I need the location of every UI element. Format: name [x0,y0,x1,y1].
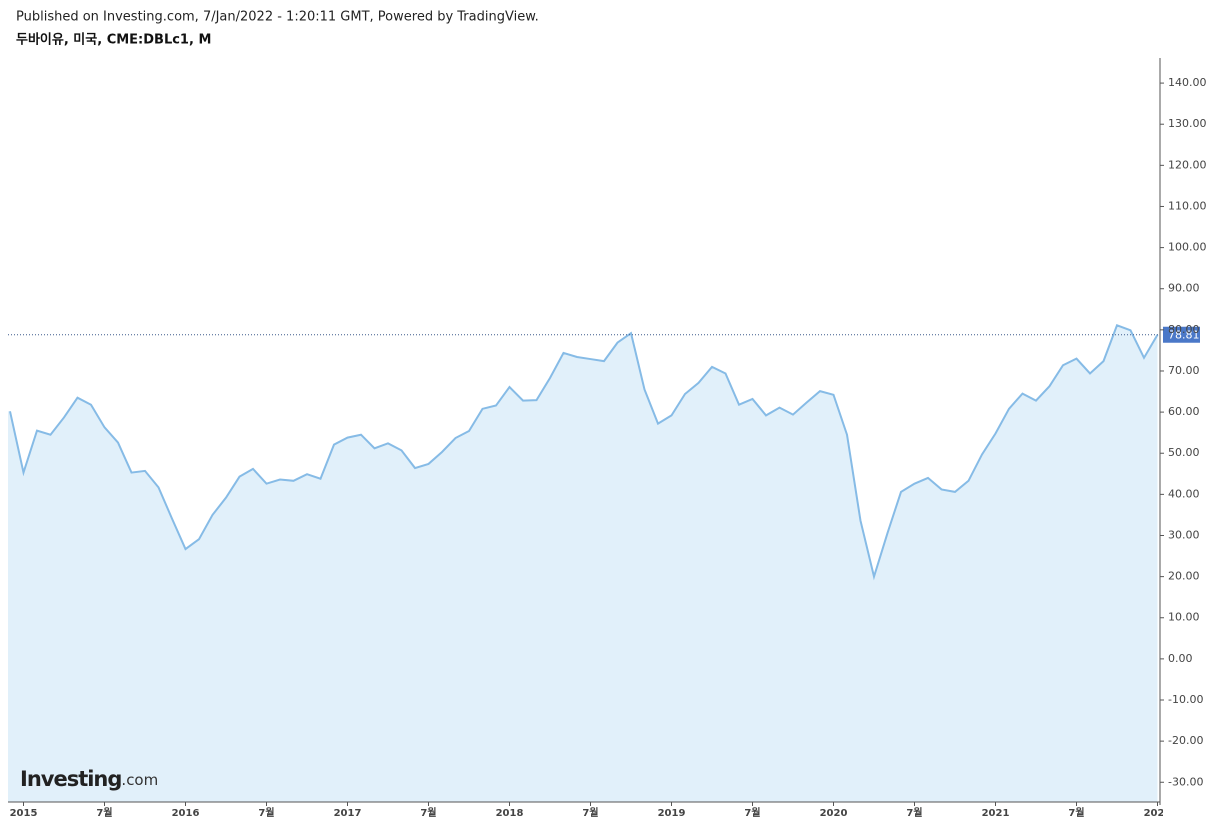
x-tick-label: 2019 [658,808,686,819]
published-note: Published on Investing.com, 7/Jan/2022 -… [16,10,539,25]
x-tick-label: 7월 [258,807,274,819]
y-tick-label: -30.00 [1168,775,1203,788]
y-tick-label: 30.00 [1168,528,1200,541]
price-line [9,324,1159,581]
y-tick-label: 20.00 [1168,570,1200,583]
instrument-title: 두바이유, 미국, CME:DBLc1, M [16,32,211,48]
x-tick-label: 2022 [1144,808,1172,819]
y-tick-label: 100.00 [1168,241,1207,254]
y-tick-label: 80.00 [1168,323,1200,336]
x-tick-label: 7월 [96,807,112,819]
y-tick-label: 40.00 [1168,487,1200,500]
logo-suffix: .com [121,771,158,789]
y-tick-label: 140.00 [1168,76,1207,89]
x-tick-label: 2021 [982,808,1010,819]
y-tick-label: 0.00 [1168,652,1193,665]
logo: Investing.com [20,767,158,791]
x-tick-label: 7월 [582,807,598,819]
x-tick-label: 2018 [496,808,524,819]
x-tick-label: 2017 [334,808,362,819]
y-tick-label: 130.00 [1168,117,1207,130]
x-tick-label: 2016 [172,808,200,819]
x-tick-label: 7월 [420,807,436,819]
area-fill [8,325,1158,802]
y-tick-label: 50.00 [1168,446,1200,459]
y-tick-label: 10.00 [1168,611,1200,624]
y-tick-label: -10.00 [1168,693,1203,706]
x-tick-label: 7월 [906,807,922,819]
y-tick-label: 120.00 [1168,158,1207,171]
y-tick-label: 90.00 [1168,282,1200,295]
y-tick-label: 110.00 [1168,199,1207,212]
y-tick-label: -20.00 [1168,734,1203,747]
logo-name: Investing [20,767,121,791]
last-price-label: 78.81 [1168,329,1200,342]
y-tick-label: 70.00 [1168,364,1200,377]
y-tick-label: 60.00 [1168,405,1200,418]
x-axis: 2015 7월 2016 7월 2017 7월 2018 7월 2019 7월 2020 7월 2021… [10,802,1172,819]
x-tick-label: 7월 [1068,807,1084,819]
plot-area [8,324,1160,802]
last-price-box [1163,326,1200,343]
x-tick-label: 2015 [10,808,38,819]
x-tick-label: 7월 [744,807,760,819]
x-tick-label: 2020 [820,808,848,819]
